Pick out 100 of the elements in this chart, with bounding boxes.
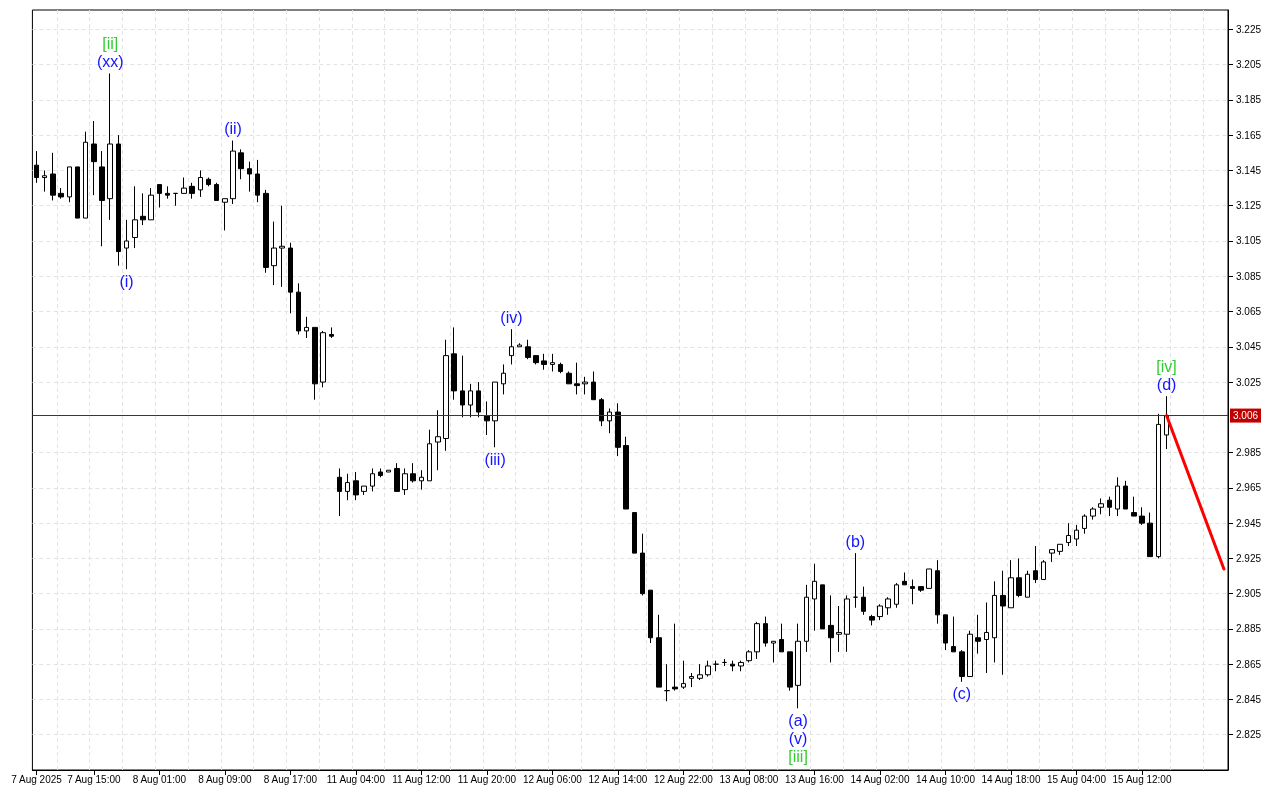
candlestick [165, 185, 170, 200]
candlestick [173, 192, 178, 207]
candlestick [763, 616, 768, 648]
x-tick-label: 7 Aug 2025 [11, 773, 63, 785]
candlestick [918, 586, 924, 593]
candlestick [746, 649, 752, 663]
candlestick [787, 651, 793, 692]
y-tick-label: 3.125 [1236, 200, 1262, 212]
candlestick [738, 660, 744, 672]
candlestick [476, 381, 481, 418]
x-tick-label: 12 Aug 14:00 [588, 773, 648, 785]
candlestick [1123, 480, 1128, 510]
candlestick [222, 198, 228, 231]
candlestick [132, 185, 138, 249]
candlestick [607, 408, 612, 434]
annotation: (iv) [500, 308, 523, 326]
y-tick-label: 3.085 [1236, 270, 1262, 282]
candlestick [509, 328, 514, 365]
x-tick-label: 12 Aug 22:00 [653, 773, 714, 785]
annotation: (v) [788, 729, 808, 747]
candlestick [468, 383, 473, 418]
candlestick [902, 572, 907, 586]
candlestick [1074, 524, 1079, 547]
ref-line-label: 3.006 [1233, 410, 1259, 422]
candlestick [91, 120, 97, 196]
candlestick [582, 376, 588, 395]
candlestick [198, 169, 203, 198]
candlestick [206, 177, 211, 187]
candlestick [304, 316, 309, 339]
candlestick [541, 353, 547, 371]
candlestick [337, 467, 342, 517]
annotation: (i) [119, 272, 134, 290]
candlestick [1041, 559, 1046, 581]
candlestick [935, 559, 940, 625]
candlestick [828, 594, 834, 663]
candlestick [83, 131, 88, 219]
y-tick-label: 3.045 [1236, 341, 1262, 353]
candlestick [705, 660, 711, 678]
candlestick [910, 579, 915, 605]
candlestick [697, 663, 703, 681]
candlestick [370, 467, 375, 492]
candlestick [378, 467, 383, 478]
annotation: (a) [788, 711, 808, 729]
y-tick-label: 3.225 [1236, 23, 1262, 35]
candlestick [517, 342, 522, 348]
candlestick [648, 589, 653, 644]
candlestick [263, 189, 269, 274]
x-tick-label: 14 Aug 02:00 [850, 773, 910, 785]
x-tick-label: 7 Aug 15:00 [67, 773, 121, 785]
candlestick [591, 370, 596, 401]
candlestick [419, 469, 424, 491]
candlestick [681, 660, 686, 690]
candlestick [451, 326, 457, 401]
candlestick [574, 362, 580, 395]
x-tick-label: 13 Aug 16:00 [784, 773, 845, 785]
annotation: (iii) [484, 450, 506, 468]
candlestick [460, 355, 465, 418]
candlestick [501, 363, 506, 395]
candlestick [1025, 570, 1030, 598]
candlestick [99, 150, 105, 247]
candlestick [566, 370, 572, 385]
candlestick [116, 134, 121, 267]
x-tick-label: 8 Aug 01:00 [132, 773, 187, 785]
candlestick [1139, 506, 1145, 526]
candlestick [656, 614, 662, 688]
candlestick [623, 436, 629, 510]
y-tick-label: 3.185 [1236, 94, 1262, 106]
candlestick [771, 640, 776, 663]
candlestick [869, 614, 875, 626]
candlestick [255, 159, 260, 203]
candlestick [1107, 496, 1112, 517]
candlestick [1033, 545, 1038, 584]
candlestick [926, 568, 932, 589]
candlestick [410, 462, 416, 484]
candlestick [894, 582, 899, 609]
candlestick [820, 584, 825, 630]
candlestick [402, 467, 408, 496]
candlestick [189, 182, 195, 200]
candlestick [1049, 549, 1055, 563]
x-tick-label: 12 Aug 06:00 [522, 773, 583, 785]
candlestick [951, 616, 956, 653]
candlestick [427, 429, 432, 482]
y-tick-label: 2.905 [1236, 588, 1262, 600]
candlestick [230, 139, 236, 205]
candlestick [1057, 543, 1063, 556]
candlestick [1098, 497, 1104, 515]
candlestick [689, 672, 694, 688]
candlestick [247, 161, 252, 193]
y-tick-label: 3.065 [1236, 306, 1262, 318]
candlestick [58, 187, 64, 200]
candlestick [1156, 413, 1161, 559]
candlestick [1147, 512, 1153, 558]
candlestick [312, 326, 318, 401]
candlestick [533, 355, 539, 365]
candlestick [632, 512, 637, 554]
annotation: (c) [952, 685, 972, 703]
y-tick-label: 2.865 [1236, 658, 1262, 670]
candlestick [361, 485, 367, 496]
x-tick-label: 14 Aug 18:00 [981, 773, 1041, 785]
candlestick [664, 663, 670, 702]
